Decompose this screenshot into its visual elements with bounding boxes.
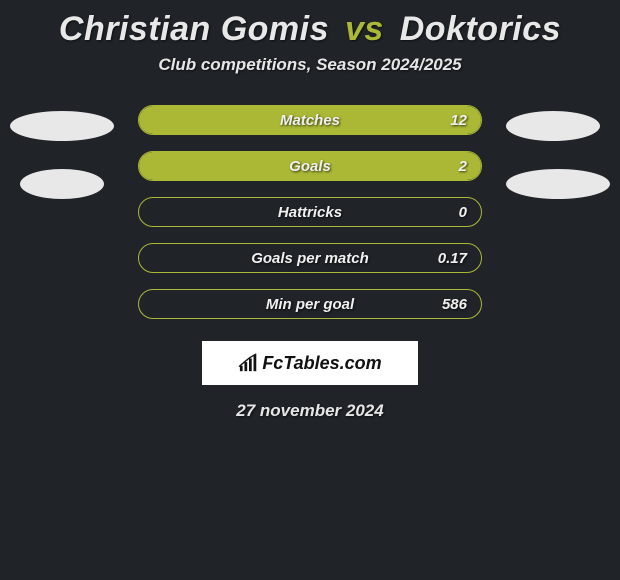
stat-bar-value: 586 bbox=[442, 290, 467, 318]
stat-bar: Goals per match0.17 bbox=[138, 243, 482, 273]
stat-bar-label: Hattricks bbox=[139, 198, 481, 226]
stat-bar-label: Goals per match bbox=[139, 244, 481, 272]
player1-name: Christian Gomis bbox=[59, 10, 329, 48]
right-avatars bbox=[506, 105, 610, 199]
date-label: 27 november 2024 bbox=[0, 401, 620, 421]
avatar bbox=[506, 169, 610, 199]
stat-bar-fill bbox=[139, 106, 481, 134]
stat-bar-value: 0.17 bbox=[438, 244, 467, 272]
brand-logo: FcTables.com bbox=[202, 341, 418, 385]
stat-bar-label: Min per goal bbox=[139, 290, 481, 318]
stat-bar: Goals2 bbox=[138, 151, 482, 181]
subtitle: Club competitions, Season 2024/2025 bbox=[0, 55, 620, 75]
brand-text: FcTables.com bbox=[262, 353, 381, 374]
player2-name: Doktorics bbox=[400, 10, 561, 48]
stat-bar-value: 0 bbox=[459, 198, 467, 226]
avatar bbox=[20, 169, 104, 199]
stat-bar: Min per goal586 bbox=[138, 289, 482, 319]
stats-bars: Matches12 Goals2 Hattricks0 Goals per match… bbox=[138, 105, 482, 319]
content-area: Matches12 Goals2 Hattricks0 Goals per match… bbox=[0, 105, 620, 319]
avatar bbox=[10, 111, 114, 141]
comparison-title: Christian Gomis vs Doktorics bbox=[0, 0, 620, 55]
bar-chart-icon bbox=[238, 353, 260, 373]
avatar bbox=[506, 111, 600, 141]
vs-label: vs bbox=[345, 10, 384, 48]
stat-bar-fill bbox=[139, 152, 481, 180]
left-avatars bbox=[10, 105, 114, 199]
stat-bar: Hattricks0 bbox=[138, 197, 482, 227]
stat-bar: Matches12 bbox=[138, 105, 482, 135]
